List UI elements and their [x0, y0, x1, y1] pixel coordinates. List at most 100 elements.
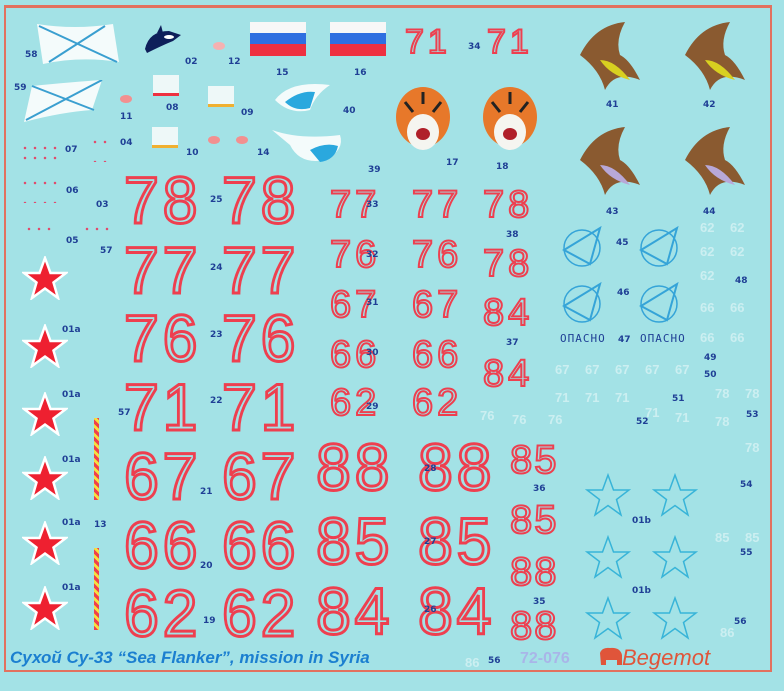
eagle-emblem-42 — [685, 22, 745, 90]
red-star-insignia-icon — [20, 584, 70, 635]
ship-badge-08 — [153, 75, 179, 96]
striped-band-13 — [94, 548, 99, 630]
numeral-large: 67 — [123, 439, 202, 513]
hippo-logo-icon — [600, 647, 622, 665]
ghost-numeral: 62 — [730, 244, 745, 259]
decal-number-label: 20 — [200, 561, 213, 571]
st-andrew-flag-58 — [37, 24, 119, 64]
ghost-numeral: 86 — [720, 625, 735, 640]
marker-dots — [90, 132, 110, 162]
numeral-top: 71 — [404, 23, 451, 61]
decal-number-label: 01a — [62, 455, 81, 465]
decal-number-label: 45 — [616, 238, 629, 248]
ghost-numeral: 62 — [730, 220, 745, 235]
numeral-large: 76 — [221, 301, 300, 375]
decal-number-label: 01b — [632, 586, 651, 596]
decal-number-label: 55 — [740, 548, 753, 558]
numeral-large: 88 — [417, 430, 496, 504]
decal-number-label: 15 — [276, 68, 289, 78]
wing-emblem-40-39 — [272, 84, 341, 162]
decal-number-label: 01b — [632, 516, 651, 526]
decal-number-label: 51 — [672, 394, 685, 404]
ghost-numeral: 66 — [700, 300, 715, 315]
numeral-medium: 67 — [329, 284, 381, 326]
sukhoi-logo-icon — [638, 225, 679, 267]
decal-number-label: 23 — [210, 330, 223, 340]
russian-flag-16 — [330, 22, 386, 56]
tiger-head-18 — [483, 87, 537, 150]
decal-number-label: 24 — [210, 263, 223, 273]
eagle-emblem-43 — [580, 127, 640, 195]
outline-star-icon — [651, 595, 699, 645]
wing-badge-icon — [213, 42, 225, 50]
warning-text: ОПАСНО — [640, 332, 686, 345]
eagle-emblem-41 — [580, 22, 640, 90]
decal-number-label: 49 — [704, 353, 717, 363]
decal-number-label: 07 — [65, 145, 78, 155]
st-andrew-flag-59 — [24, 80, 103, 122]
tiger-head-17 — [396, 87, 450, 150]
decal-number-label: 01a — [62, 518, 81, 528]
ghost-numeral: 67 — [555, 362, 570, 377]
ghost-numeral: 78 — [745, 440, 760, 455]
marker-dots — [82, 224, 112, 234]
red-star-insignia-icon — [20, 322, 70, 373]
decal-number-label: 03 — [96, 200, 109, 210]
ghost-numeral: 62 — [700, 268, 715, 283]
numeral-right: 78 — [482, 184, 534, 226]
ghost-numeral: 66 — [730, 330, 745, 345]
decal-number-label: 10 — [186, 148, 199, 158]
numeral-medium: 76 — [329, 234, 381, 276]
decal-number-label: 27 — [424, 537, 437, 547]
numeral-large: 66 — [123, 508, 202, 582]
red-star-insignia-icon — [20, 454, 70, 505]
decal-number-label: 42 — [703, 100, 716, 110]
decal-number-label: 08 — [166, 103, 179, 113]
ghost-numeral: 85 — [715, 530, 730, 545]
numeral-large: 71 — [123, 370, 202, 444]
decal-number-label: 54 — [740, 480, 753, 490]
decal-number-label: 39 — [368, 165, 381, 175]
orca-emblem-icon — [145, 25, 181, 53]
ghost-numeral: 76 — [512, 412, 527, 427]
decal-number-label: 28 — [424, 464, 437, 474]
decal-number-label: 57 — [118, 408, 131, 418]
ghost-numeral: 71 — [615, 390, 630, 405]
outline-star-icon — [584, 534, 632, 584]
ghost-numeral: 76 — [480, 408, 495, 423]
decal-number-label: 09 — [241, 108, 254, 118]
ghost-numeral: 76 — [548, 412, 563, 427]
numeral-medium: 77 — [411, 184, 463, 226]
decal-number-label: 52 — [636, 417, 649, 427]
wing-badge-icon — [236, 136, 248, 144]
numeral-large: 76 — [123, 301, 202, 375]
brand-logo: Begemot — [622, 645, 711, 670]
catalog-number: 72-076 — [520, 650, 570, 667]
numeral-large: 85 — [315, 504, 394, 578]
ghost-numeral: 78 — [715, 414, 730, 429]
decal-number-label: 43 — [606, 207, 619, 217]
decal-number-label: 19 — [203, 616, 216, 626]
numeral-large: 85 — [417, 504, 496, 578]
decal-number-label: 26 — [424, 605, 437, 615]
decal-number-label: 29 — [366, 402, 379, 412]
ghost-numeral: 78 — [745, 386, 760, 401]
decal-number-label: 40 — [343, 106, 356, 116]
numeral-medium: 77 — [329, 184, 381, 226]
numeral-large: 62 — [221, 576, 300, 650]
decal-number-label: 13 — [94, 520, 107, 530]
decal-number-label: 58 — [25, 50, 38, 60]
decal-number-label: 22 — [210, 396, 223, 406]
decal-number-label: 53 — [746, 410, 759, 420]
ghost-numeral: 85 — [745, 530, 760, 545]
ghost-numeral: 62 — [700, 244, 715, 259]
sheet-border — [4, 5, 772, 672]
decal-number-label: 05 — [66, 236, 79, 246]
ghost-numeral: 78 — [715, 386, 730, 401]
wing-badge-icon — [208, 136, 220, 144]
numeral-medium: 66 — [411, 334, 463, 376]
decal-number-label: 14 — [257, 148, 270, 158]
numeral-large: 84 — [417, 574, 496, 648]
numeral-large: 62 — [123, 576, 202, 650]
numeral-small: 85 — [509, 438, 559, 482]
